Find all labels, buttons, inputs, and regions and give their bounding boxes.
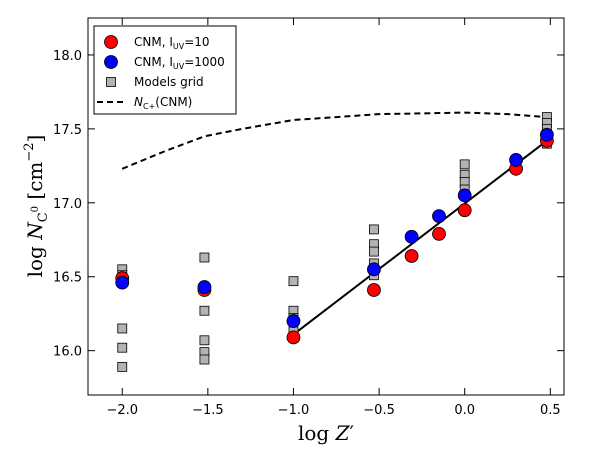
- models-grid-point: [199, 252, 210, 263]
- legend-label: NC+(CNM): [134, 95, 192, 111]
- x-tick-label: −0.5: [363, 403, 395, 418]
- cnm-iuv10-point: [367, 283, 381, 297]
- cnm-iuv1000-point: [367, 262, 381, 277]
- cnm-iuv1000-point: [509, 153, 523, 167]
- cnm-iuv1000-point: [115, 275, 130, 290]
- models-grid-point: [288, 276, 299, 287]
- x-tick-label: 0.0: [454, 403, 475, 418]
- models-grid-point: [369, 246, 379, 257]
- cnm-iuv1000-point: [432, 209, 446, 224]
- models-grid-point: [199, 354, 210, 365]
- ticks-layer: −2.0 −1.5 −1.0 −0.5 0.0 0.5 16.0 16.5 17.0 17.5 18…: [53, 18, 564, 418]
- legend-items: CNM, IUV=10 CNM, IUV=1000 Models grid NC+(C…: [97, 35, 225, 111]
- cnm-iuv10-point: [404, 249, 419, 263]
- x-tick-label: 0.5: [540, 403, 561, 418]
- cnm-iuv10-point: [432, 226, 446, 241]
- cnm-iuv1000-point: [404, 229, 419, 244]
- marks-layer: [115, 111, 554, 372]
- cnm-iuv10-point: [286, 330, 301, 345]
- y-axis-label: log NC0 [cm−2]: [22, 135, 51, 278]
- y-tick-label: 17.0: [53, 197, 82, 212]
- legend-marker: [104, 35, 118, 49]
- y-tick-label: 16.5: [53, 271, 82, 286]
- y-tick-label: 18.0: [53, 49, 82, 64]
- x-tick-label: −2.0: [106, 403, 138, 418]
- cnm-iuv1000-point: [197, 280, 212, 294]
- models-grid-point: [117, 323, 128, 334]
- models-grid-point: [117, 342, 128, 353]
- y-tick-label: 16.0: [53, 345, 82, 360]
- cnm-iuv1000-point: [457, 188, 472, 203]
- legend-label: CNM, IUV=1000: [134, 55, 225, 71]
- models-grid-point: [369, 224, 379, 235]
- models-grid-point: [199, 305, 210, 316]
- x-tick-label: −1.5: [192, 403, 224, 418]
- cnm-iuv1000-point: [286, 314, 301, 328]
- fit-line: [292, 139, 548, 336]
- cnm-iuv1000-point: [539, 127, 554, 142]
- cnm-iuv10-point: [457, 203, 472, 218]
- legend: CNM, IUV=10 CNM, IUV=1000 Models grid NC+(C…: [93, 25, 237, 115]
- models-grid-point: [199, 335, 210, 346]
- models-grid-point: [117, 362, 128, 372]
- series-line-nc-plus: [121, 111, 547, 170]
- x-axis-label: log Z′: [298, 421, 355, 445]
- legend-label: Models grid: [134, 75, 204, 89]
- models-grid-point: [459, 159, 470, 170]
- legend-marker: [106, 77, 116, 87]
- x-tick-label: −1.0: [278, 403, 310, 418]
- y-tick-label: 17.5: [53, 123, 82, 138]
- legend-label: CNM, IUV=10: [134, 35, 210, 51]
- legend-marker: [104, 55, 118, 69]
